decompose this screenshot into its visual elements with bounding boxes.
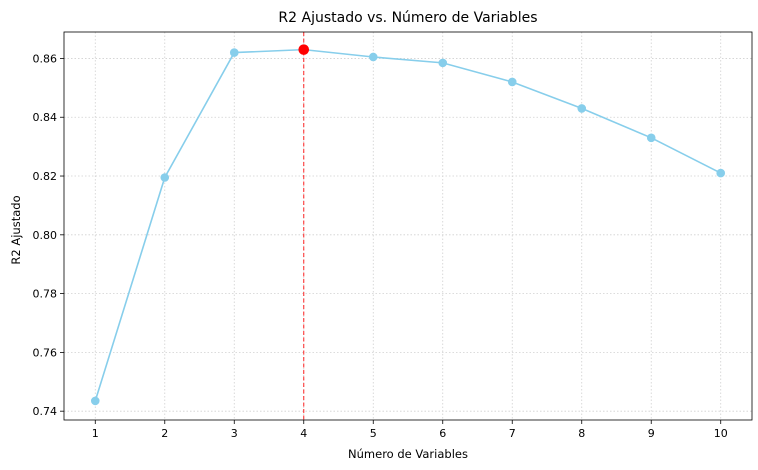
y-tick-label: 0.82 [33, 170, 58, 183]
y-tick-label: 0.78 [33, 288, 58, 301]
y-axis-label: R2 Ajustado [9, 195, 23, 264]
series-line [94, 48, 722, 402]
chart-title: R2 Ajustado vs. Número de Variables [278, 10, 537, 26]
plot-frame [63, 31, 753, 421]
y-tick-label: 0.86 [33, 52, 58, 65]
data-point [438, 58, 448, 68]
y-tick-label: 0.80 [33, 229, 58, 242]
x-tick-label: 10 [714, 427, 728, 440]
x-tick-label: 4 [300, 427, 307, 440]
y-tick-label: 0.76 [33, 346, 58, 359]
y-tick-label: 0.84 [33, 111, 58, 124]
data-point [229, 48, 239, 57]
x-tick-label: 5 [370, 427, 377, 440]
data-point [368, 52, 378, 62]
x-tick-label: 2 [161, 427, 168, 440]
x-tick-label: 1 [92, 427, 99, 440]
y-axis-ticks: 0.74 0.76 0.78 0.80 0.82 0.84 0.86 [33, 52, 64, 418]
best-point-marker [298, 44, 310, 55]
data-point [577, 104, 587, 113]
x-tick-label: 6 [439, 427, 446, 440]
plot-area [90, 32, 726, 420]
data-point [507, 77, 517, 87]
data-point [160, 173, 170, 182]
x-tick-label: 8 [578, 427, 585, 440]
y-tick-label: 0.74 [33, 405, 58, 418]
x-tick-label: 7 [509, 427, 516, 440]
data-point [646, 133, 656, 143]
grid [64, 32, 752, 420]
x-tick-label: 3 [231, 427, 238, 440]
data-point [90, 396, 100, 406]
x-axis-label: Número de Variables [348, 447, 468, 461]
data-point [716, 168, 726, 178]
x-tick-label: 9 [648, 427, 655, 440]
x-axis-ticks: 1 2 3 4 5 6 7 8 9 10 [92, 420, 728, 440]
